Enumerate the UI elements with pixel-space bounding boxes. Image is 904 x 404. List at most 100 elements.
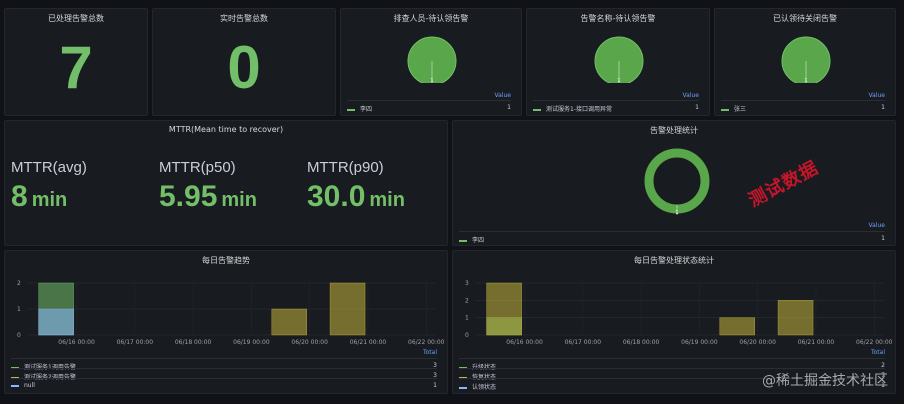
pie-panel-assignee: 排查人员-待认领告警 1 Value 李四 1 [340,8,522,116]
legend-header: Value [494,92,511,99]
pie-slice-label: 1 [430,78,433,83]
legend-item[interactable]: 李四 1 [459,231,885,244]
legend-item[interactable]: 测试服务1-接口调用异常 1 [533,100,699,113]
pie-panel-claimed: 已认领待关闭告警 1 Value 张三 1 [714,8,896,116]
legend-item[interactable]: 张三 1 [721,100,885,113]
panel-title: 实时告警总数 [220,14,268,23]
mttr-p90-label: MTTR(p90) [307,159,384,176]
legend-swatch [11,366,19,369]
panel-title: 告警名称-待认领告警 [580,14,656,23]
legend-name: 李四 [360,106,373,113]
bar[interactable] [719,317,756,336]
bar[interactable] [777,300,814,336]
x-tick-label: 06/22 00:00 [408,339,445,346]
pie-chart: 1 [594,36,644,83]
legend-item[interactable]: 恢复状态 7 [459,368,885,381]
pie-chart: 1 [781,36,831,83]
x-tick-label: 06/18 00:00 [175,339,212,346]
donut-slice[interactable] [644,148,710,214]
x-tick-label: 06/21 00:00 [350,339,387,346]
panel-title: 已处理告警总数 [48,14,104,23]
legend-item[interactable]: null 1 [11,378,437,389]
legend-header: Value [868,92,885,99]
daily-alert-trend-panel: 每日告警趋势 0 1 2 06/16 00:00 06/17 00:00 06/18 00… [4,250,448,394]
donut-chart: 1 [644,148,710,216]
x-tick-label: 06/19 00:00 [233,339,270,346]
legend-value: 1 [881,104,885,111]
daily-handling-status-panel: 每日告警处理状态统计 0 1 2 3 06/16 00:00 06/17 00:00 06/… [452,250,896,394]
mttr-avg-label: MTTR(avg) [11,159,87,176]
bar[interactable] [271,308,308,336]
panel-title: 告警处理统计 [650,126,698,135]
legend-name: 认领状态 [472,384,497,391]
legend-name: null [24,382,35,389]
processed-total-value: 7 [59,34,93,101]
legend-header: Total [870,349,885,356]
daily-handling-status-chart: 0 1 2 3 06/16 00:00 06/17 00:00 06/18 00:00 06/… [465,280,893,346]
legend-swatch [347,108,355,111]
watermark: @稀土掘金技术社区 [762,373,888,389]
panel-title: MTTR(Mean time to recover) [168,125,284,134]
y-tick-label: 1 [17,306,21,313]
legend-name: 测试服务2调用告警 [24,374,76,381]
legend-name: 升级状态 [472,364,497,371]
handling-stats-panel: 告警处理统计 1 Value 李四 1 [452,120,896,246]
legend-swatch [459,386,467,389]
pie-slice-label: 1 [617,78,620,83]
y-tick-label: 2 [465,297,469,304]
mttr-avg: MTTR(avg) 8 min [11,159,87,214]
legend-header: Value [868,222,885,229]
legend-swatch [459,239,467,242]
legend-name: 测试服务1调用告警 [24,364,76,371]
pie-slice[interactable] [594,36,644,83]
legend-name: 恢复状态 [472,374,497,381]
pie-slice[interactable] [781,36,831,83]
legend-value: 3 [433,362,437,369]
legend-value: 3 [433,372,437,379]
y-tick-label: 3 [465,280,469,287]
panel-title: 已认领待关闭告警 [773,14,837,23]
legend-swatch [11,384,19,387]
mttr-avg-value: 8 min [11,180,68,213]
y-tick-label: 1 [465,315,469,322]
bar[interactable] [329,282,366,336]
panel-title: 每日告警处理状态统计 [634,256,714,265]
legend-item[interactable]: 认领状态 1 [459,378,885,391]
legend-item[interactable]: 升级状态 2 [459,358,885,371]
legend-value: 1 [433,382,437,389]
legend-header: Total [422,349,437,356]
x-tick-label: 06/16 00:00 [506,339,543,346]
pie-chart: 1 [407,36,457,83]
x-tick-label: 06/17 00:00 [565,339,602,346]
mttr-p50-value: 5.95 min [159,180,257,213]
realtime-total-value: 0 [227,34,261,101]
legend-name: 李四 [472,237,485,244]
mttr-p50: MTTR(p50) 5.95 min [159,159,257,214]
panel-title: 排查人员-待认领告警 [393,14,469,23]
legend-swatch [11,376,19,379]
x-tick-label: 06/20 00:00 [739,339,776,346]
legend-item[interactable]: 测试服务1调用告警 3 [11,358,437,371]
mttr-panel: MTTR(Mean time to recover) MTTR(avg) 8 mi… [4,120,448,246]
x-tick-label: 06/18 00:00 [623,339,660,346]
bar[interactable] [486,282,522,336]
y-tick-label: 0 [465,332,469,339]
y-tick-label: 2 [17,280,21,287]
y-tick-label: 0 [17,332,21,339]
legend-name: 张三 [734,106,747,113]
processed-total-panel: 已处理告警总数 7 [4,8,148,116]
pie-slice[interactable] [407,36,457,83]
legend-value: 1 [881,382,885,389]
legend-item[interactable]: 测试服务2调用告警 3 [11,368,437,381]
x-tick-label: 06/17 00:00 [117,339,154,346]
mttr-p90-value: 30.0 min [307,180,405,213]
x-tick-label: 06/16 00:00 [58,339,95,346]
bar[interactable] [38,308,74,336]
mttr-p50-label: MTTR(p50) [159,159,236,176]
legend-value: 1 [695,104,699,111]
x-tick-label: 06/20 00:00 [291,339,328,346]
legend-value: 1 [507,104,511,111]
legend-header: Value [682,92,699,99]
donut-slice-label: 1 [675,210,678,216]
legend-item[interactable]: 李四 1 [347,100,511,113]
